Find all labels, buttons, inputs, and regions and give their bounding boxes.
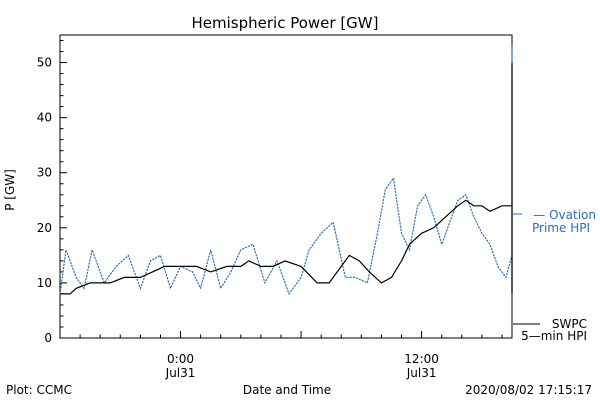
chart-title: Hemispheric Power [GW] <box>192 14 379 32</box>
legend: — Ovation Prime HPI SWPC 5—min HPI <box>513 208 596 343</box>
y-tick-label: 0 <box>44 331 52 345</box>
legend-swpc-line1: SWPC <box>552 317 587 331</box>
x-tick-date-label: Jul31 <box>406 366 437 380</box>
series-line-ovation-prime-hpi <box>59 46 513 296</box>
legend-swpc-line2: 5—min HPI <box>521 329 587 343</box>
x-tick-time-label: 0:00 <box>167 352 194 366</box>
y-tick-label: 50 <box>37 56 52 70</box>
x-tick-date-label: Jul31 <box>165 366 196 380</box>
y-tick-label: 10 <box>37 276 52 290</box>
plot-frame <box>59 34 513 339</box>
footer-source: Plot: CCMC <box>6 383 72 397</box>
x-tick-time-label: 12:00 <box>404 352 439 366</box>
series-line-swpc-5min-hpi <box>60 62 513 295</box>
y-axis-label: P [GW] <box>3 169 17 211</box>
legend-ovation-line1: — Ovation <box>533 208 596 222</box>
plot-area <box>59 34 513 339</box>
y-tick-label: 40 <box>37 111 52 125</box>
y-tick-label: 30 <box>37 166 52 180</box>
x-axis-label: Date and Time <box>243 383 331 397</box>
footer-timestamp: 2020/08/02 17:15:17 <box>465 383 592 397</box>
legend-ovation-line2: Prime HPI <box>532 221 590 235</box>
y-axis: 0 10 20 30 40 50 <box>37 40 67 345</box>
y-tick-label: 20 <box>37 221 52 235</box>
